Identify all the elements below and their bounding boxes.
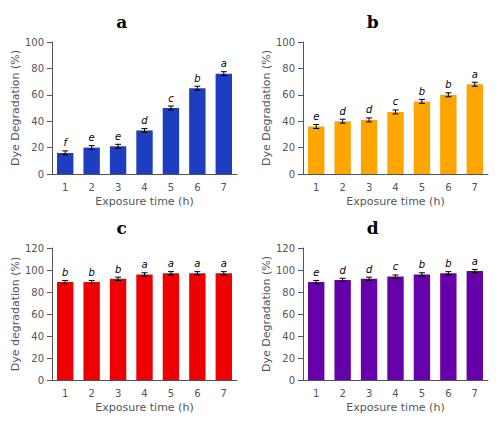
svg-text:100: 100	[276, 265, 295, 276]
svg-text:5: 5	[168, 388, 174, 399]
svg-text:c: c	[393, 261, 399, 272]
svg-text:60: 60	[282, 309, 295, 320]
svg-text:5: 5	[419, 182, 425, 193]
svg-text:Exposure time (h): Exposure time (h)	[95, 401, 193, 414]
svg-text:80: 80	[31, 63, 44, 74]
svg-text:4: 4	[392, 182, 398, 193]
svg-text:a: a	[141, 259, 147, 270]
svg-text:80: 80	[31, 287, 44, 298]
svg-text:d: d	[339, 106, 346, 117]
svg-text:3: 3	[366, 182, 372, 193]
svg-text:40: 40	[31, 331, 44, 342]
svg-text:5: 5	[419, 388, 425, 399]
svg-text:5: 5	[168, 182, 174, 193]
svg-text:d: d	[339, 265, 346, 276]
svg-text:6: 6	[194, 388, 200, 399]
svg-text:4: 4	[141, 182, 147, 193]
svg-text:f: f	[63, 137, 68, 148]
svg-text:2: 2	[88, 388, 94, 399]
svg-text:e: e	[89, 132, 95, 143]
svg-text:a: a	[472, 69, 478, 80]
svg-text:40: 40	[282, 116, 295, 127]
svg-text:120: 120	[25, 243, 44, 254]
svg-text:4: 4	[141, 388, 147, 399]
svg-text:e: e	[313, 267, 319, 278]
svg-text:6: 6	[445, 182, 451, 193]
svg-text:c: c	[117, 218, 127, 238]
svg-text:Exposure time (h): Exposure time (h)	[346, 195, 444, 208]
svg-text:a: a	[221, 58, 227, 69]
svg-text:d: d	[366, 264, 373, 275]
svg-text:a: a	[221, 258, 227, 269]
svg-text:a: a	[168, 258, 174, 269]
svg-text:b: b	[445, 79, 451, 90]
svg-text:2: 2	[339, 182, 345, 193]
svg-text:0: 0	[38, 375, 44, 386]
svg-text:b: b	[88, 267, 94, 278]
svg-text:7: 7	[221, 388, 227, 399]
svg-text:b: b	[419, 86, 425, 97]
svg-text:e: e	[115, 131, 121, 142]
svg-text:2: 2	[88, 182, 94, 193]
svg-text:7: 7	[221, 182, 227, 193]
svg-text:80: 80	[282, 287, 295, 298]
svg-text:20: 20	[282, 353, 295, 364]
svg-text:Dye Degradation (%): Dye Degradation (%)	[260, 50, 273, 166]
svg-text:e: e	[313, 111, 319, 122]
svg-text:6: 6	[445, 388, 451, 399]
svg-text:100: 100	[25, 265, 44, 276]
svg-text:0: 0	[289, 169, 295, 180]
svg-text:Exposure time (h): Exposure time (h)	[346, 401, 444, 414]
svg-text:1: 1	[313, 182, 319, 193]
svg-text:3: 3	[115, 388, 121, 399]
svg-text:120: 120	[276, 243, 295, 254]
svg-text:a: a	[194, 258, 200, 269]
svg-text:0: 0	[289, 375, 295, 386]
svg-text:d: d	[367, 218, 379, 238]
svg-text:80: 80	[282, 63, 295, 74]
svg-text:40: 40	[282, 331, 295, 342]
svg-text:Dye degradation (%): Dye degradation (%)	[9, 257, 22, 372]
svg-text:60: 60	[282, 89, 295, 100]
svg-text:a: a	[116, 12, 127, 32]
svg-text:d: d	[366, 104, 373, 115]
svg-text:6: 6	[194, 182, 200, 193]
svg-text:b: b	[194, 73, 200, 84]
svg-text:b: b	[367, 12, 379, 32]
svg-text:d: d	[141, 115, 148, 126]
svg-text:b: b	[62, 267, 68, 278]
svg-text:100: 100	[276, 37, 295, 48]
svg-text:20: 20	[31, 142, 44, 153]
svg-text:20: 20	[31, 353, 44, 364]
svg-text:100: 100	[25, 37, 44, 48]
svg-text:7: 7	[472, 388, 478, 399]
svg-text:3: 3	[366, 388, 372, 399]
svg-text:3: 3	[115, 182, 121, 193]
svg-text:60: 60	[31, 309, 44, 320]
svg-text:Dye Degradation (%): Dye Degradation (%)	[260, 256, 273, 372]
svg-text:1: 1	[62, 182, 68, 193]
svg-text:40: 40	[31, 116, 44, 127]
svg-text:7: 7	[472, 182, 478, 193]
svg-text:4: 4	[392, 388, 398, 399]
svg-text:60: 60	[31, 89, 44, 100]
svg-text:b: b	[115, 264, 121, 275]
svg-text:b: b	[419, 259, 425, 270]
svg-text:b: b	[445, 258, 451, 269]
svg-text:1: 1	[62, 388, 68, 399]
svg-text:20: 20	[282, 142, 295, 153]
svg-text:c: c	[393, 96, 399, 107]
svg-text:Exposure time (h): Exposure time (h)	[95, 195, 193, 208]
svg-text:Dye Degradation (%): Dye Degradation (%)	[9, 50, 22, 166]
svg-text:a: a	[472, 256, 478, 267]
svg-text:2: 2	[339, 388, 345, 399]
svg-text:1: 1	[313, 388, 319, 399]
svg-text:0: 0	[38, 169, 44, 180]
svg-text:c: c	[168, 93, 174, 104]
